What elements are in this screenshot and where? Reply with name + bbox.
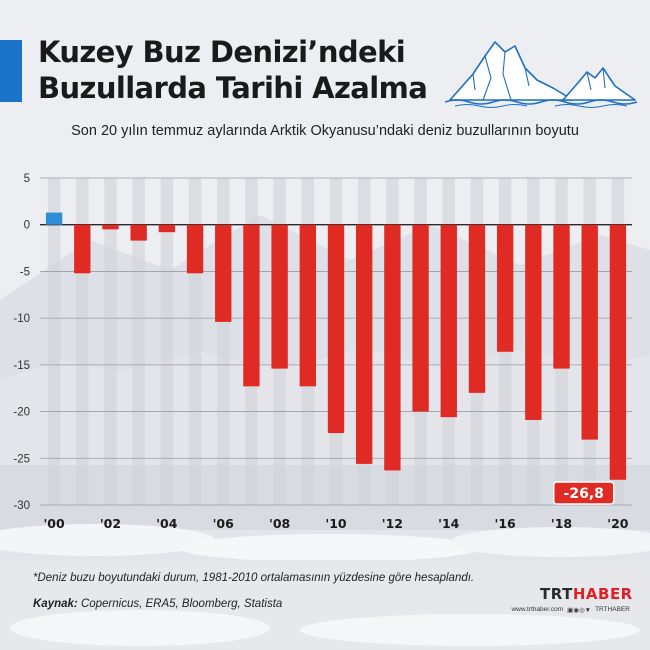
x-tick-label: '10 <box>325 516 347 531</box>
column-stripe <box>160 178 174 505</box>
x-tick-label: '08 <box>269 516 290 531</box>
bar-2007 <box>243 224 260 387</box>
y-tick-label: -5 <box>20 266 30 278</box>
title-line-1: Kuzey Buz Denizi’ndeki <box>38 35 406 69</box>
source-label: Kaynak: <box>33 598 78 610</box>
x-tick-label: '14 <box>438 516 460 531</box>
x-tick-label: '16 <box>495 516 517 531</box>
page-title: Kuzey Buz Denizi’ndeki Buzullarda Tarihi… <box>38 34 428 106</box>
title-line-2: Buzullarda Tarihi Azalma <box>38 71 428 105</box>
bar-2015 <box>468 224 486 393</box>
trt-haber-logo: TRTHABER <box>540 585 633 603</box>
column-stripe <box>104 178 117 505</box>
bar-2003 <box>130 224 147 241</box>
bar-2001 <box>74 224 91 274</box>
y-tick-label: -15 <box>13 360 30 372</box>
brand-block: TRTHABER www.trthaber.com ▣◉◎▼ TRTHABER <box>511 585 633 614</box>
x-tick-label: '00 <box>43 516 65 531</box>
source-line: Kaynak: Copernicus, ERA5, Bloomberg, Sta… <box>33 598 282 610</box>
social-icons: ▣◉◎▼ <box>567 607 592 614</box>
bar-2005 <box>186 224 204 274</box>
brand-links: www.trthaber.com ▣◉◎▼ TRTHABER <box>511 606 630 614</box>
bar-2014 <box>440 224 457 418</box>
bar-2016 <box>496 224 514 352</box>
x-tick-label: '02 <box>100 516 121 531</box>
bar-2019 <box>581 224 598 440</box>
footnote: *Deniz buzu boyutundaki durum, 1981-2010… <box>33 572 475 584</box>
x-tick-label: '06 <box>213 516 235 531</box>
bar-2004 <box>158 224 176 233</box>
x-tick-label: '04 <box>156 516 178 531</box>
bar-2012 <box>384 224 401 471</box>
y-tick-label: -30 <box>13 500 30 512</box>
value-callout-label: -26,8 <box>564 486 604 502</box>
bar-2013 <box>412 224 429 412</box>
column-stripe <box>47 178 61 505</box>
bar-2020 <box>609 224 627 480</box>
y-tick-label: -25 <box>13 453 30 465</box>
column-stripe <box>132 178 145 505</box>
x-tick-label: '18 <box>551 516 572 531</box>
social-handle: TRTHABER <box>595 606 630 613</box>
website-text: www.trthaber.com <box>511 606 564 613</box>
bar-2000 <box>45 212 63 225</box>
bar-2017 <box>525 224 542 420</box>
source-text: Copernicus, ERA5, Bloomberg, Statista <box>77 598 283 610</box>
y-tick-label: -10 <box>13 313 30 325</box>
bar-2010 <box>327 224 345 434</box>
y-tick-label: -20 <box>13 407 30 419</box>
bar-2018 <box>553 224 570 369</box>
y-tick-label: 5 <box>24 173 30 185</box>
bar-2008 <box>271 224 288 369</box>
value-callout-box <box>552 481 615 505</box>
bar-2006 <box>215 224 232 322</box>
iceberg-illustration <box>445 41 638 108</box>
x-tick-label: '12 <box>382 516 403 531</box>
bar-2011 <box>356 224 373 464</box>
x-tick-label: '20 <box>607 516 629 531</box>
bar-2009 <box>299 224 316 387</box>
title-accent-bar <box>0 40 22 102</box>
logo-haber: HABER <box>572 585 633 603</box>
bar-2002 <box>102 224 119 230</box>
y-tick-label: 0 <box>24 220 30 232</box>
chart-subtitle: Son 20 yılın temmuz aylarında Arktik Oky… <box>71 123 579 139</box>
logo-trt: TRT <box>540 585 573 603</box>
